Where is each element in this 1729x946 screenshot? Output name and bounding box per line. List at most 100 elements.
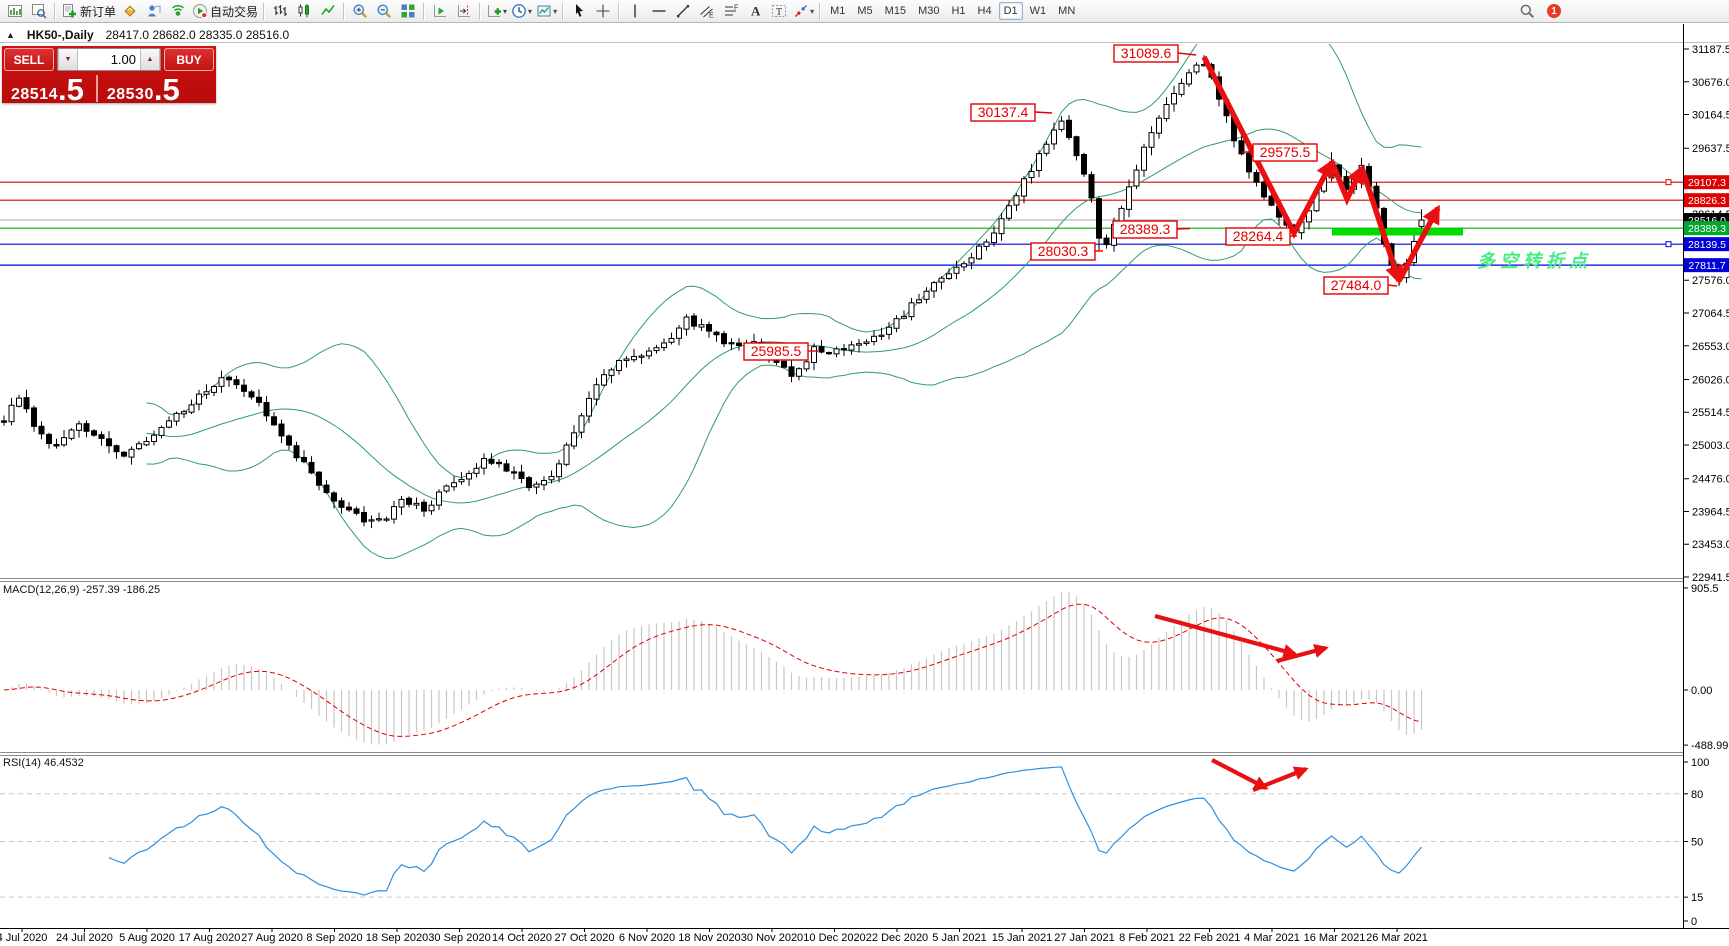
price-tick-label: 27064.5	[1692, 308, 1729, 320]
shapes-button[interactable]: ▾	[791, 1, 816, 21]
trendline-button[interactable]	[671, 1, 695, 21]
bollinger-lower-band	[146, 218, 1422, 560]
swing-label-30137.4[interactable]: 30137.4	[970, 103, 1053, 122]
buy-price-int: 28530	[106, 86, 154, 103]
swing-label-29575.5[interactable]: 29575.5	[1242, 143, 1318, 162]
cursor-button[interactable]	[567, 1, 591, 21]
swing-label-31089.6[interactable]: 31089.6	[1113, 44, 1197, 63]
annotation-text[interactable]: 多空转折点	[1477, 251, 1592, 271]
svg-text:-488.99: -488.99	[1691, 740, 1728, 752]
macd-signal-line	[3, 603, 1422, 737]
swing-label-27484.0[interactable]: 27484.0	[1323, 276, 1398, 295]
vline-button[interactable]	[623, 1, 647, 21]
news-button[interactable]	[166, 1, 190, 21]
search-button[interactable]	[1515, 1, 1539, 21]
periods-icon	[512, 4, 526, 18]
sell-price-frac: .5	[58, 72, 84, 107]
timeframe-m5-button[interactable]: M5	[857, 5, 873, 17]
vline-icon	[634, 4, 636, 18]
date-tick-label: 5 Jan 2021	[932, 932, 986, 944]
svg-text:28030.3: 28030.3	[1038, 243, 1089, 259]
label-tool-icon: T	[772, 5, 787, 18]
date-tick-label: 10 Dec 2020	[803, 932, 865, 944]
new-order-button[interactable]: 新订单	[59, 1, 118, 21]
chevron-down-icon[interactable]: ▾	[528, 6, 533, 16]
toolbar-separator	[263, 2, 266, 20]
chevron-down-icon[interactable]: ▾	[503, 6, 508, 16]
svg-text:27484.0: 27484.0	[1331, 277, 1382, 293]
fibo-button[interactable]: F	[719, 1, 743, 21]
rsi-pane	[0, 793, 1683, 898]
indicators-button[interactable]: ▾	[484, 1, 509, 21]
svg-text:28264.4: 28264.4	[1233, 228, 1284, 244]
hline-button[interactable]	[647, 1, 671, 21]
autotrading-button[interactable]: 自动交易	[190, 1, 260, 21]
timeframe-h1-button[interactable]: H1	[951, 5, 966, 17]
terminal-button[interactable]	[118, 1, 142, 21]
volume-input[interactable]	[78, 49, 140, 70]
price-axis-badge-28139.5: 28139.5	[1684, 237, 1729, 252]
timeframe-m1-button[interactable]: M1	[830, 5, 846, 17]
zoom-out-button[interactable]	[372, 1, 396, 21]
periods-button[interactable]: ▾	[509, 1, 534, 21]
collapse-marker-icon[interactable]: ▲	[6, 30, 15, 40]
timeframe-m30-button[interactable]: M30	[918, 5, 940, 17]
tester-button[interactable]	[142, 1, 166, 21]
chart-canvas[interactable]: 31089.6 30137.4 29575.5 28389.3 28264.4 28030…	[0, 23, 1729, 946]
buy-price[interactable]: 28530.5	[106, 72, 180, 107]
date-tick-label: 27 Jan 2021	[1054, 932, 1115, 944]
templates-button[interactable]: ▾	[534, 1, 559, 21]
price-tick-label: 24476.0	[1692, 474, 1729, 486]
sell-button[interactable]: SELL	[4, 48, 54, 71]
date-tick-label: 30 Nov 2020	[741, 932, 803, 944]
auto-scroll-button[interactable]	[428, 1, 452, 21]
svg-text:31089.6: 31089.6	[1121, 45, 1172, 61]
volume-decrease-button[interactable]: ▼	[58, 49, 78, 70]
macd-indicator-label: MACD(12,26,9) -257.39 -186.25	[3, 584, 161, 596]
candles-chart-button[interactable]	[292, 1, 316, 21]
chevron-down-icon[interactable]: ▾	[810, 6, 815, 16]
buy-price-frac: .5	[153, 72, 180, 107]
tile-windows-button[interactable]	[396, 1, 420, 21]
cursor-icon	[576, 4, 584, 17]
notification-badge[interactable]: 1	[1547, 4, 1561, 18]
zoom-in-button[interactable]	[348, 1, 372, 21]
timeframe-d1-button[interactable]: D1	[998, 2, 1023, 20]
date-tick-label: 4 Mar 2021	[1244, 932, 1300, 944]
price-tick-label: 22941.5	[1692, 572, 1729, 584]
timeframe-w1-button[interactable]: W1	[1029, 5, 1047, 17]
svg-text:30137.4: 30137.4	[978, 104, 1029, 120]
date-tick-label: 24 Jul 2020	[56, 932, 113, 944]
date-tick-label: 22 Feb 2021	[1179, 932, 1241, 944]
zoom-out-icon	[377, 4, 392, 19]
volume-increase-button[interactable]: ▲	[140, 49, 160, 70]
chart-shift-button[interactable]	[452, 1, 476, 21]
svg-text:E: E	[709, 13, 714, 20]
swing-label-28264.4[interactable]: 28264.4	[1225, 227, 1297, 246]
timeframe-m15-button[interactable]: M15	[884, 5, 907, 17]
indicator-axes: 905.5 0.00 -488.99 100 80 50 15 0	[1684, 583, 1728, 928]
bars-chart-button[interactable]	[268, 1, 292, 21]
channel-button[interactable]: E	[695, 1, 719, 21]
swing-label-28030.3[interactable]: 28030.3	[1030, 242, 1103, 261]
crosshair-button[interactable]	[591, 1, 615, 21]
timeframe-mn-button[interactable]: MN	[1058, 5, 1076, 17]
profile-search-button[interactable]	[27, 1, 51, 21]
label-tool-button[interactable]: T	[767, 1, 791, 21]
price-axis-badge-28826.3: 28826.3	[1684, 193, 1729, 208]
buy-button[interactable]: BUY	[164, 48, 214, 71]
chart-window-button[interactable]	[3, 1, 27, 21]
text-tool-button[interactable]: A	[743, 1, 767, 21]
volume-spinner: ▼ ▲	[57, 48, 161, 71]
bars-chart-icon	[274, 5, 288, 16]
date-tick-label: 8 Sep 2020	[306, 932, 362, 944]
sell-price[interactable]: 28514.5	[11, 72, 84, 107]
timeframe-h4-button[interactable]: H4	[977, 5, 992, 17]
line-chart-button[interactable]	[316, 1, 340, 21]
zoom-in-icon	[353, 4, 368, 19]
svg-text:29107.3: 29107.3	[1688, 177, 1726, 189]
swing-label-28389.3[interactable]: 28389.3	[1112, 220, 1191, 239]
swing-label-25985.5[interactable]: 25985.5	[743, 342, 818, 361]
chevron-down-icon[interactable]: ▾	[553, 6, 558, 16]
new-order-icon	[63, 4, 76, 18]
